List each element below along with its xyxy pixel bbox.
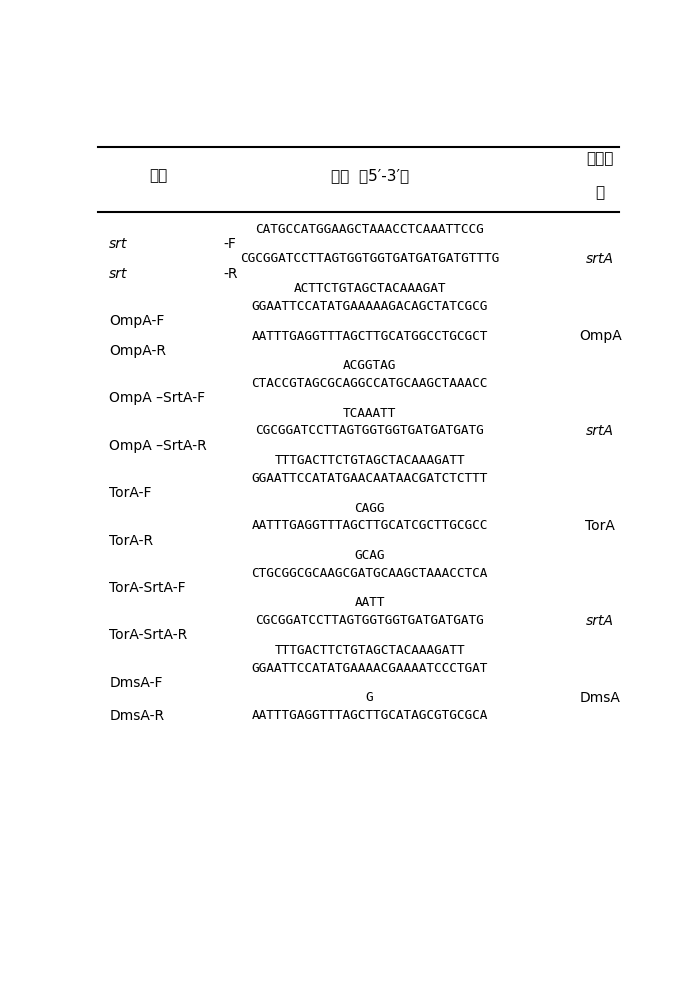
Text: -F: -F [223, 237, 236, 251]
Text: TorA-SrtA-R: TorA-SrtA-R [109, 628, 188, 642]
Text: TCAAATT: TCAAATT [343, 407, 396, 420]
Text: CTACCGTAGCGCAGGCCATGCAAGCTAAACC: CTACCGTAGCGCAGGCCATGCAAGCTAAACC [251, 377, 488, 390]
Text: CAGG: CAGG [354, 502, 385, 515]
Text: 序列  （5′-3′）: 序列 （5′-3′） [330, 168, 409, 183]
Text: AATTTGAGGTTTAGCTTGCATGGCCTGCGCT: AATTTGAGGTTTAGCTTGCATGGCCTGCGCT [251, 330, 488, 343]
Text: DmsA-R: DmsA-R [109, 709, 164, 723]
Text: srt: srt [109, 237, 127, 251]
Text: CATGCCATGGAAGCTAAACCTCAAATTCCG: CATGCCATGGAAGCTAAACCTCAAATTCCG [256, 223, 484, 236]
Text: TorA-R: TorA-R [109, 534, 153, 548]
Text: GGAATTCCATATGAACAATAACGATCTCTTT: GGAATTCCATATGAACAATAACGATCTCTTT [251, 472, 488, 485]
Text: OmpA-F: OmpA-F [109, 314, 164, 328]
Text: GCAG: GCAG [354, 549, 385, 562]
Text: GGAATTCCATATGAAAAAGACAGCTATCGCG: GGAATTCCATATGAAAAAGACAGCTATCGCG [251, 300, 488, 313]
Text: CGCGGATCCTTAGTGGTGGTGATGATGATG: CGCGGATCCTTAGTGGTGGTGATGATGATG [256, 424, 484, 437]
Text: TorA-SrtA-F: TorA-SrtA-F [109, 581, 186, 595]
Text: AATTTGAGGTTTAGCTTGCATAGCGTGCGCA: AATTTGAGGTTTAGCTTGCATAGCGTGCGCA [251, 709, 488, 722]
Text: AATTTGAGGTTTAGCTTGCATCGCTTGCGCC: AATTTGAGGTTTAGCTTGCATCGCTTGCGCC [251, 519, 488, 532]
Text: TorA: TorA [585, 519, 615, 533]
Text: srtA: srtA [586, 614, 614, 628]
Text: CGCGGATCCTTAGTGGTGGTGATGATGATGTTTG: CGCGGATCCTTAGTGGTGGTGATGATGATGTTTG [240, 252, 499, 265]
Text: srtA: srtA [586, 252, 614, 266]
Text: CTGCGGCGCAAGCGATGCAAGCTAAACCTCA: CTGCGGCGCAAGCGATGCAAGCTAAACCTCA [251, 567, 488, 580]
Text: G: G [366, 691, 373, 704]
Text: TTTGACTTCTGTAGCTACAAAGATT: TTTGACTTCTGTAGCTACAAAGATT [274, 454, 465, 467]
Text: 段: 段 [596, 186, 605, 201]
Text: TorA-F: TorA-F [109, 486, 152, 500]
Text: CGCGGATCCTTAGTGGTGGTGATGATGATG: CGCGGATCCTTAGTGGTGGTGATGATGATG [256, 614, 484, 627]
Text: ACGGTAG: ACGGTAG [343, 359, 396, 372]
Text: GGAATTCCATATGAAAACGAAAATCCCTGAT: GGAATTCCATATGAAAACGAAAATCCCTGAT [251, 662, 488, 675]
Text: AATT: AATT [354, 596, 385, 609]
Text: TTTGACTTCTGTAGCTACAAAGATT: TTTGACTTCTGTAGCTACAAAGATT [274, 644, 465, 657]
Text: srt: srt [109, 267, 127, 281]
Text: -R: -R [223, 267, 237, 281]
Text: OmpA: OmpA [579, 329, 622, 343]
Text: OmpA –SrtA-R: OmpA –SrtA-R [109, 439, 207, 453]
Text: DmsA-F: DmsA-F [109, 676, 162, 690]
Text: DmsA: DmsA [580, 691, 621, 705]
Text: ACTTCTGTAGCTACAAAGAT: ACTTCTGTAGCTACAAAGAT [293, 282, 446, 295]
Text: OmpA –SrtA-F: OmpA –SrtA-F [109, 391, 205, 405]
Text: 名称: 名称 [149, 168, 167, 183]
Text: OmpA-R: OmpA-R [109, 344, 166, 358]
Text: srtA: srtA [586, 424, 614, 438]
Text: 目的片: 目的片 [587, 151, 614, 166]
